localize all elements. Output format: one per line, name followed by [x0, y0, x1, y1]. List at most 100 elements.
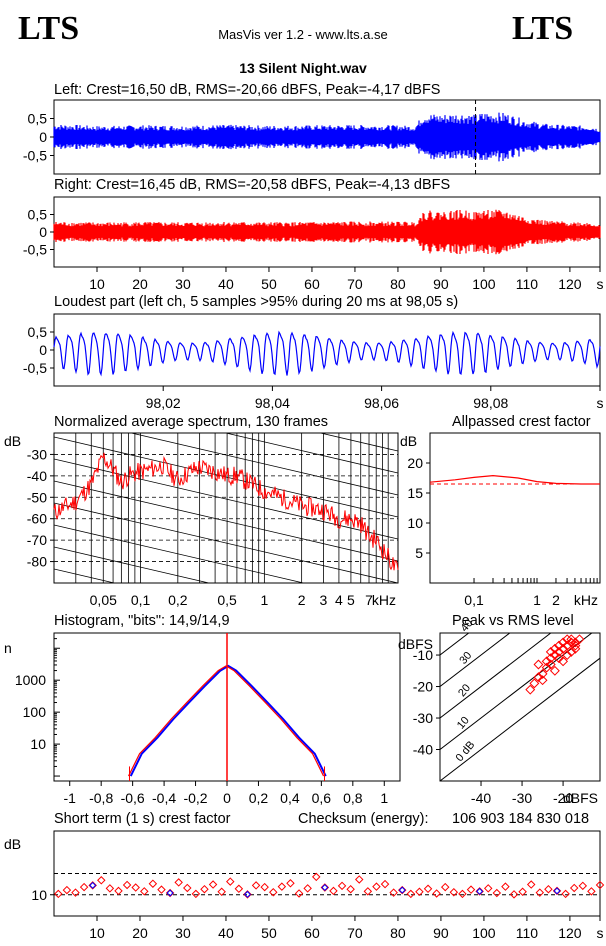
spectrum-xtick-label: 0,2 — [168, 592, 188, 608]
short-crest-point — [372, 882, 381, 891]
histogram-xtick-label: -1 — [64, 790, 77, 806]
short-crest-point — [483, 884, 493, 893]
spectrum-slope-line — [54, 635, 398, 715]
short-crest-point — [157, 885, 166, 894]
short-crest-point-left — [166, 889, 174, 897]
crest-xtick-label: 0,1 — [464, 592, 484, 608]
short-crest-point-left — [321, 883, 329, 892]
histogram-ylabel: n — [4, 640, 12, 656]
peak-rms-point — [554, 653, 564, 664]
short-crest-point — [260, 882, 269, 892]
spectrum-slope-line — [54, 546, 211, 583]
peak-rms-point — [537, 668, 548, 679]
spectrum-slope-line — [129, 433, 398, 496]
spectrum-ytick-label: -80 — [27, 554, 47, 570]
peak-rms-point — [562, 640, 573, 651]
short-crest-point — [355, 875, 364, 884]
right-waveform-title: Right: Crest=16,45 dB, RMS=-20,58 dBFS, … — [54, 177, 451, 193]
short-crest-point — [54, 889, 63, 899]
histogram-xtick-label: 0,8 — [343, 790, 363, 806]
peak-rms-xtick-label: -40 — [471, 790, 491, 806]
short-crest-point — [535, 888, 545, 897]
logo-left: LTS — [18, 10, 80, 47]
short-crest-xtick-label: 100 — [472, 925, 496, 941]
loudest-xtick-label: 98,08 — [473, 395, 508, 411]
file-name: 13 Silent Night.wav — [239, 60, 367, 76]
histogram-xtick-label: -0,4 — [152, 790, 176, 806]
short-crest-point — [389, 888, 398, 897]
crest-title: Allpassed crest factor — [452, 414, 591, 430]
spectrum-frame — [53, 432, 399, 584]
spectrum-xtick-label: 4 — [335, 592, 343, 608]
peak-rms-diag-label: 20 — [456, 682, 473, 699]
short-crest-point — [97, 876, 106, 885]
spectrum-xlabel: kHz — [372, 592, 396, 608]
short-crest-point — [174, 878, 183, 887]
spectrum-ytick-label: -30 — [27, 446, 47, 462]
spectrum-slope-line — [224, 433, 398, 474]
peak-rms-point — [558, 637, 569, 648]
peak-rms-ytick-label: -40 — [413, 742, 433, 758]
short-crest-xtick-label: s — [597, 925, 604, 941]
right-waveform-xtick-label: 100 — [472, 276, 496, 292]
short-crest-point — [208, 880, 218, 889]
right-waveform-xtick-label: 30 — [175, 276, 191, 292]
peak-rms-point — [558, 643, 569, 654]
left-waveform-ytick-label: 0 — [39, 129, 47, 145]
short-crest-point — [200, 884, 209, 894]
crest-ytick-label: 5 — [415, 545, 423, 561]
short-crest-point — [79, 882, 89, 892]
right-waveform-xtick-label: 50 — [261, 276, 277, 292]
peak-rms-ytick-label: -10 — [413, 647, 433, 663]
short-crest-point — [449, 887, 459, 897]
crest-xlabel: kHz — [574, 592, 598, 608]
peak-rms-xlabel: dBFS — [563, 790, 598, 806]
loudest-xtick-label: 98,04 — [255, 395, 290, 411]
peak-rms-point — [541, 656, 552, 667]
spectrum-line — [53, 452, 399, 571]
short-crest-point — [509, 890, 519, 899]
short-crest-point — [432, 889, 441, 898]
histogram-xtick-label: -0,6 — [121, 790, 145, 806]
peak-rms-point — [533, 672, 544, 683]
histogram-xtick-label: 0,2 — [249, 790, 269, 806]
crest-frame — [429, 432, 601, 584]
short-crest-point — [191, 889, 201, 899]
right-waveform-ytick-label: 0 — [39, 224, 47, 240]
spectrum-slope-line — [54, 305, 398, 385]
spectrum-xtick-label: 5 — [347, 592, 355, 608]
short-crest-xtick-label: 10 — [89, 925, 105, 941]
short-crest-point — [363, 887, 373, 896]
peak-rms-point — [566, 646, 577, 657]
peak-rms-diag-label: 10 — [455, 715, 472, 732]
peak-rms-ytick-label: -30 — [413, 710, 433, 726]
peak-rms-point — [570, 637, 581, 648]
left-waveform-signal — [53, 112, 601, 162]
spectrum-grid — [54, 433, 398, 583]
peak-rms-point — [574, 634, 585, 645]
right-waveform-xtick-label: 20 — [132, 276, 148, 292]
short-crest-xtick-label: 70 — [347, 925, 363, 941]
short-crest-point — [294, 889, 304, 898]
short-crest-point — [234, 884, 244, 894]
left-waveform-ytick-label: 0,5 — [28, 111, 48, 127]
peak-rms-ylabel: dBFS — [398, 636, 433, 652]
short-crest-point — [131, 883, 140, 892]
crest-xtick-label: 1 — [533, 592, 541, 608]
short-crest-point — [578, 881, 588, 891]
short-crest-title: Short term (1 s) crest factor — [54, 811, 231, 827]
short-crest-point — [501, 882, 510, 891]
peak-rms-point — [554, 646, 564, 657]
right-waveform-xtick-label: 70 — [347, 276, 363, 292]
peak-rms-diagonals — [440, 633, 600, 781]
right-waveform-xtick-label: 120 — [558, 276, 582, 292]
short-crest-point — [595, 880, 605, 890]
loudest-ytick-label: 0,5 — [28, 324, 48, 340]
short-crest-xtick-label: 90 — [433, 925, 449, 941]
short-crest-point — [286, 879, 295, 888]
right-waveform-xtick-label: 80 — [390, 276, 406, 292]
spectrum-ytick-label: -70 — [27, 532, 47, 548]
short-crest-xtick-label: 40 — [218, 925, 234, 941]
short-crest-point — [251, 881, 261, 890]
short-crest-point — [346, 884, 355, 894]
